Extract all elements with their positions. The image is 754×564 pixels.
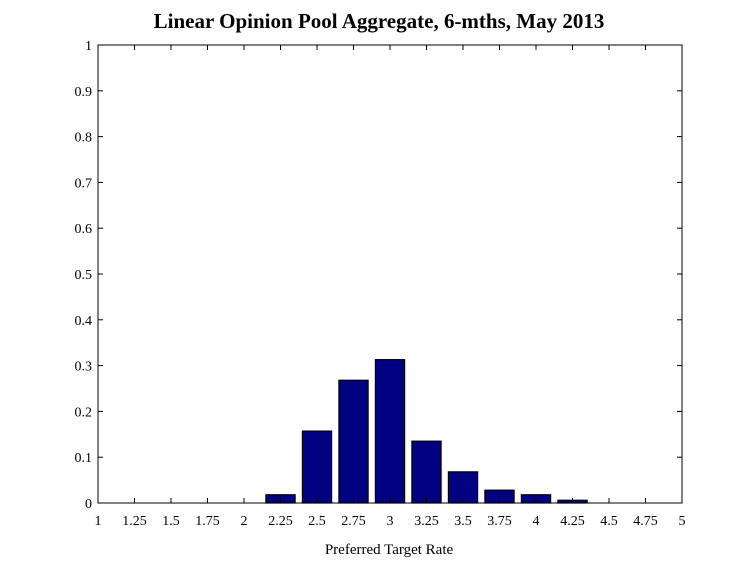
y-tick-label: 0.1 bbox=[75, 451, 93, 466]
x-tick-label: 1.25 bbox=[122, 514, 147, 529]
x-tick-label: 2.75 bbox=[341, 514, 366, 529]
y-tick-label: 1 bbox=[85, 39, 92, 54]
x-tick-label: 3 bbox=[387, 514, 394, 529]
x-tick-label: 1 bbox=[95, 514, 102, 529]
x-tick-label: 3.25 bbox=[414, 514, 439, 529]
y-tick-label: 0.6 bbox=[75, 222, 93, 237]
bar-3 bbox=[374, 359, 406, 504]
y-tick-label: 0.8 bbox=[75, 131, 93, 146]
bar-2.75 bbox=[338, 379, 369, 504]
y-tick-label: 0.5 bbox=[75, 268, 93, 283]
y-axis-tick-labels: 0 0.1 0.2 0.3 0.4 0.5 0.6 0.7 0.8 0.9 1 bbox=[75, 39, 93, 512]
y-tick-label: 0.3 bbox=[75, 360, 93, 375]
bar-2.5 bbox=[301, 430, 333, 504]
y-tick-label: 0.2 bbox=[75, 405, 93, 420]
bar-3.5 bbox=[447, 471, 479, 504]
y-tick-label: 0.7 bbox=[75, 176, 93, 191]
x-tick-label: 4.75 bbox=[633, 514, 658, 529]
x-tick-label: 1.5 bbox=[162, 514, 180, 529]
x-tick-label: 2.5 bbox=[308, 514, 326, 529]
x-axis-tick-labels: 1 1.25 1.5 1.75 2 2.25 2.5 2.75 3 3.25 3.5 3.75 4 4.2… bbox=[95, 514, 686, 529]
x-tick-label: 2.25 bbox=[268, 514, 293, 529]
y-tick-label: 0.9 bbox=[75, 85, 93, 100]
x-tick-label: 3.5 bbox=[454, 514, 472, 529]
bar-series bbox=[265, 359, 588, 504]
x-tick-label: 4.5 bbox=[600, 514, 618, 529]
x-tick-label: 3.75 bbox=[487, 514, 512, 529]
x-tick-label: 4 bbox=[533, 514, 540, 529]
y-tick-label: 0 bbox=[85, 497, 92, 512]
x-tick-label: 2 bbox=[241, 514, 248, 529]
x-tick-label: 4.25 bbox=[560, 514, 585, 529]
chart-title: Linear Opinion Pool Aggregate, 6-mths, M… bbox=[154, 9, 605, 33]
x-tick-label: 1.75 bbox=[195, 514, 220, 529]
x-tick-label: 5 bbox=[679, 514, 686, 529]
y-tick-label: 0.4 bbox=[75, 314, 93, 329]
x-axis-label: Preferred Target Rate bbox=[325, 542, 454, 558]
bar-3.25 bbox=[411, 440, 442, 504]
axis-ticks bbox=[97, 44, 683, 504]
